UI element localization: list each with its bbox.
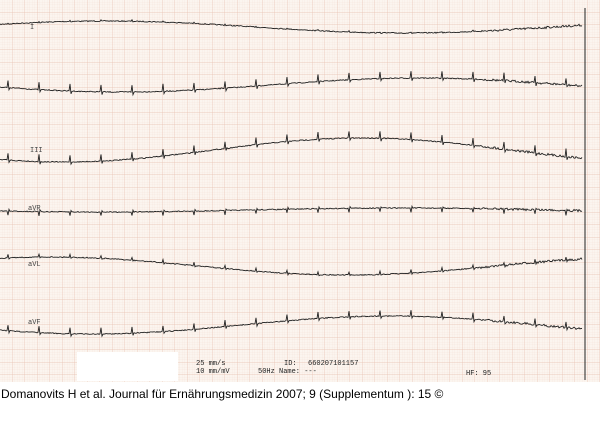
ecg-trace <box>0 71 583 97</box>
name: 50Hz Name: --- <box>258 368 317 376</box>
caption: Domanovits H et al. Journal für Ernährun… <box>1 387 444 401</box>
ecg-trace <box>0 310 583 338</box>
ecg-trace <box>0 131 583 166</box>
lead-label: aVL <box>28 261 41 269</box>
speed: 25 mm/s <box>196 360 225 368</box>
lead-label: I <box>30 24 34 32</box>
id-label: ID: <box>284 360 297 368</box>
lead-label: III <box>30 147 43 155</box>
lead-label: aVF <box>28 319 41 327</box>
ecg-trace <box>0 18 583 35</box>
lead-label: aVR <box>28 205 41 213</box>
ecg-trace <box>0 204 583 216</box>
heart-rate: HF: 95 <box>466 370 491 378</box>
traces <box>0 18 583 338</box>
ecg-grid <box>0 0 600 382</box>
blank-box <box>77 352 178 381</box>
gain: 10 mm/mV <box>196 368 230 376</box>
patient-id: 660207101157 <box>308 360 358 368</box>
ecg-trace <box>0 252 583 277</box>
